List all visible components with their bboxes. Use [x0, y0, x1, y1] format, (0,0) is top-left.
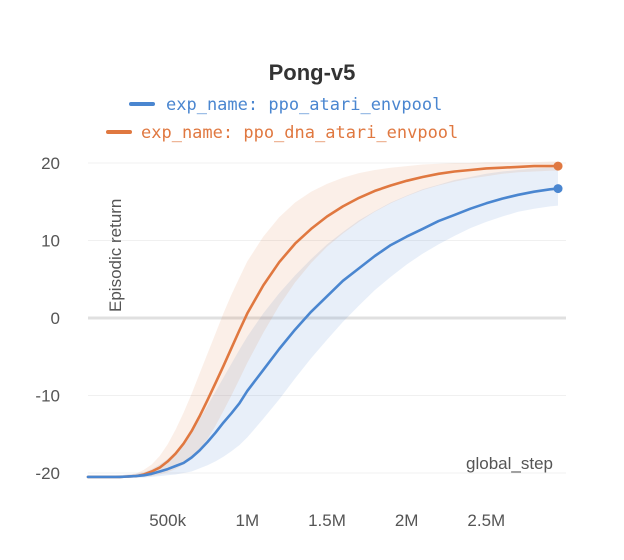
x-tick-label: 2M — [395, 511, 419, 530]
y-tick-label: 0 — [51, 309, 60, 328]
y-tick-label: -10 — [35, 387, 60, 406]
x-axis-ticks: 500k 1M 1.5M 2M 2.5M — [149, 511, 505, 530]
y-tick-label: 20 — [41, 154, 60, 173]
series-line-2 — [86, 164, 560, 479]
series-lines — [86, 164, 560, 479]
series-endpoint-2 — [553, 161, 563, 171]
x-axis-label: global_step — [466, 454, 553, 473]
confidence-bands — [88, 161, 558, 478]
legend: exp_name: ppo_atari_envpool exp_name: pp… — [106, 95, 458, 143]
series-endpoints — [553, 161, 563, 194]
legend-label-series-1: exp_name: ppo_atari_envpool — [166, 95, 442, 115]
y-axis-ticks: 20 10 0 -10 -20 — [35, 154, 60, 483]
confidence-band-series-2 — [88, 161, 558, 478]
grid — [88, 162, 566, 474]
x-tick-label: 1M — [236, 511, 260, 530]
series-endpoint-1 — [553, 184, 563, 194]
y-tick-label: -20 — [35, 464, 60, 483]
legend-label-series-2: exp_name: ppo_dna_atari_envpool — [141, 123, 458, 143]
confidence-band-series-1 — [88, 167, 558, 478]
y-axis-label: Episodic return — [106, 199, 125, 312]
series-line-1 — [86, 187, 560, 479]
chart-title: Pong-v5 — [269, 60, 356, 85]
y-tick-label: 10 — [41, 232, 60, 251]
x-tick-label: 500k — [149, 511, 186, 530]
x-tick-label: 2.5M — [467, 511, 505, 530]
x-tick-label: 1.5M — [308, 511, 346, 530]
